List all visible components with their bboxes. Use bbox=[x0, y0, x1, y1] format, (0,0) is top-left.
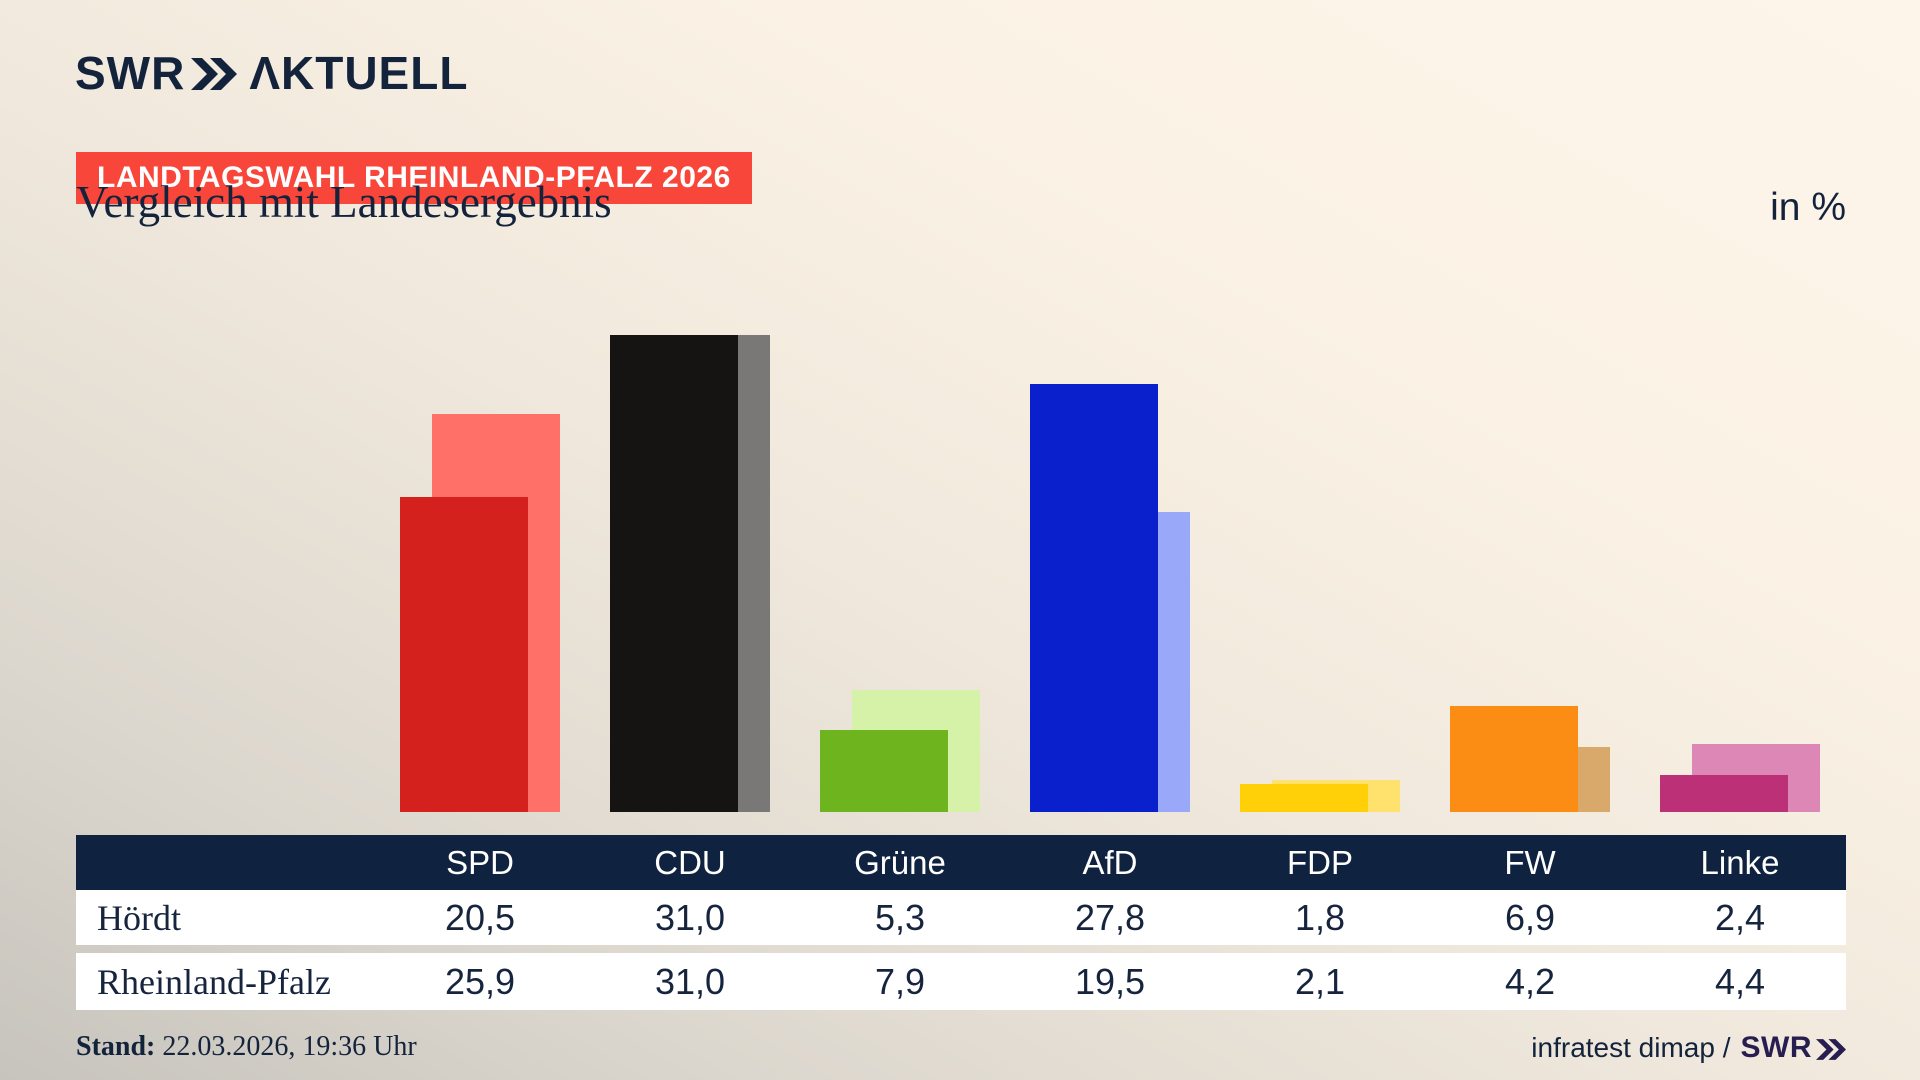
badge-label: LANDTAGSWAHL RHEINLAND-PFALZ 2026 bbox=[97, 161, 731, 194]
header-cell-empty bbox=[76, 835, 375, 890]
bar-local-SPD bbox=[400, 497, 528, 812]
source-swr-text: SWR bbox=[1740, 1031, 1812, 1064]
bar-local-FDP bbox=[1240, 784, 1368, 812]
value-cell-Grüne: 5,3 bbox=[874, 896, 926, 938]
bar-local-CDU bbox=[610, 335, 738, 812]
table-row-Hördt: Hördt 20,5 31,0 5,3 27,8 1,8 6,9 2,4 bbox=[76, 890, 1846, 945]
value-cell-Linke: 2,4 bbox=[1714, 896, 1766, 938]
source-text: infratest dimap / bbox=[1531, 1032, 1731, 1063]
results-table: SPD CDU Grüne AfD FDP FW Linke Hördt 20,5 31,0 5,3… bbox=[76, 835, 1846, 1010]
bar-local-AfD bbox=[1030, 384, 1158, 812]
swr-aktuell-logo: SWR ΛKTUELL bbox=[75, 50, 468, 96]
value-cell-FW: 6,9 bbox=[1504, 896, 1556, 938]
value-cell-Grüne: 7,9 bbox=[874, 960, 926, 1002]
logo-swr-text: SWR bbox=[75, 47, 186, 99]
table-row-Rheinland-Pfalz: Rheinland-Pfalz 25,9 31,0 7,9 19,5 2,1 4,2 4,4 bbox=[76, 953, 1846, 1010]
row-label: Hördt bbox=[97, 897, 181, 938]
double-chevron-icon bbox=[1816, 1039, 1846, 1060]
value-cell-AfD: 27,8 bbox=[1074, 896, 1146, 938]
value-cell-CDU: 31,0 bbox=[654, 896, 726, 938]
page-title: Vergleich mit Landesergebnis bbox=[76, 177, 612, 227]
value-cell-FW: 4,2 bbox=[1504, 960, 1556, 1002]
value-cell-Linke: 4,4 bbox=[1714, 960, 1766, 1002]
election-badge: LANDTAGSWAHL RHEINLAND-PFALZ 2026 bbox=[76, 152, 752, 204]
stand-timestamp: Stand: 22.03.2026, 19:36 Uhr bbox=[76, 1031, 417, 1063]
header-cell-Linke: Linke bbox=[1700, 843, 1780, 881]
unit-label: in % bbox=[1770, 186, 1846, 229]
header-cell-FDP: FDP bbox=[1287, 843, 1353, 881]
value-cell-AfD: 19,5 bbox=[1074, 960, 1146, 1002]
row-label: Rheinland-Pfalz bbox=[97, 961, 331, 1002]
bar-local-FW bbox=[1450, 706, 1578, 812]
bar-local-Linke bbox=[1660, 775, 1788, 812]
value-cell-SPD: 25,9 bbox=[444, 960, 516, 1002]
value-cell-CDU: 31,0 bbox=[654, 960, 726, 1002]
value-cell-SPD: 20,5 bbox=[444, 896, 516, 938]
source-credit: infratest dimap / SWR bbox=[1531, 1031, 1846, 1065]
header-cell-CDU: CDU bbox=[654, 843, 726, 881]
value-cell-FDP: 2,1 bbox=[1294, 960, 1346, 1002]
stand-label: Stand: bbox=[76, 1031, 156, 1062]
stand-value: 22.03.2026, 19:36 Uhr bbox=[155, 1031, 417, 1062]
bar-local-Grüne bbox=[820, 730, 948, 812]
header-cell-SPD: SPD bbox=[446, 843, 514, 881]
double-chevron-icon bbox=[191, 58, 238, 90]
header-cell-FW: FW bbox=[1504, 843, 1556, 881]
source-swr-logo: SWR bbox=[1740, 1031, 1846, 1065]
value-cell-FDP: 1,8 bbox=[1294, 896, 1346, 938]
header-cell-AfD: AfD bbox=[1082, 843, 1138, 881]
table-row-gap bbox=[76, 945, 1846, 953]
table-header-row: SPD CDU Grüne AfD FDP FW Linke bbox=[76, 835, 1846, 890]
logo-aktuell-text: ΛKTUELL bbox=[249, 47, 469, 99]
header-cell-Grüne: Grüne bbox=[854, 843, 946, 881]
